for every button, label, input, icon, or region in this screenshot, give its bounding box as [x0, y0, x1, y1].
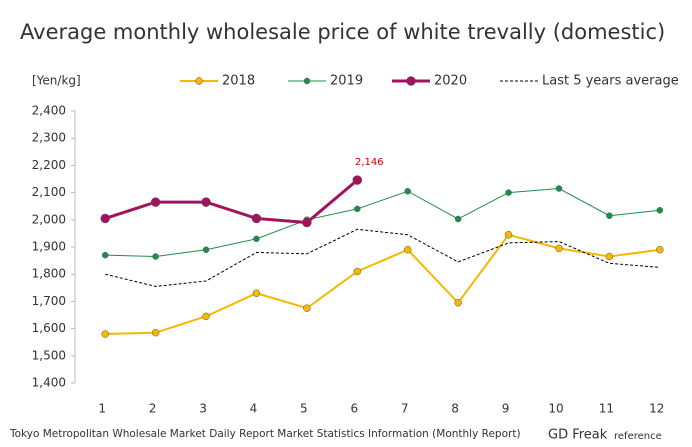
data-point [352, 175, 363, 185]
legend-marker [303, 77, 311, 85]
y-tick-label: 1,400 [32, 376, 66, 390]
data-point [555, 185, 563, 192]
legend-label: Last 5 years average [542, 74, 679, 89]
legend-label: 2019 [330, 74, 363, 89]
data-point [656, 245, 664, 254]
data-point [354, 205, 361, 213]
y-tick-label: 2,200 [32, 158, 66, 172]
y-tick-label: 1,600 [32, 321, 66, 335]
data-point [252, 289, 261, 297]
data-point [606, 212, 613, 219]
data-point [302, 217, 312, 228]
chart-title: Average monthly wholesale price of white… [20, 20, 665, 44]
data-point [303, 304, 311, 312]
legend-marker [406, 76, 416, 86]
data-point [202, 246, 210, 253]
data-point [605, 252, 614, 261]
data-point [202, 312, 210, 321]
data-label: 2,146 [355, 157, 384, 168]
data-point [201, 197, 211, 207]
series-line [105, 228, 660, 287]
series-line [105, 188, 660, 258]
y-tick-label: 1,500 [32, 348, 66, 362]
legend-label: 2018 [222, 74, 255, 89]
y-axis-label: [Yen/kg] [32, 74, 81, 88]
x-tick-label: 11 [599, 402, 614, 416]
legend-marker [195, 77, 203, 85]
data-point [505, 189, 512, 196]
y-tick-label: 1,700 [32, 294, 66, 308]
y-tick-label: 2,300 [32, 131, 66, 145]
y-tick-label: 1,800 [32, 267, 66, 281]
x-tick-label: 3 [199, 402, 207, 416]
x-tick-label: 8 [451, 402, 459, 416]
x-tick-label: 12 [649, 402, 664, 416]
data-point [403, 245, 412, 254]
y-tick-label: 2,100 [32, 185, 66, 199]
data-point [656, 207, 664, 214]
legend-label: 2020 [434, 74, 467, 89]
brand: GD Freak [548, 428, 608, 443]
x-tick-label: 4 [250, 402, 258, 416]
x-tick-label: 5 [300, 402, 308, 416]
x-tick-label: 2 [149, 402, 157, 416]
data-point [151, 328, 160, 337]
y-tick-label: 2,400 [32, 104, 66, 118]
y-tick-label: 1,900 [32, 240, 66, 254]
x-tick-label: 9 [502, 402, 510, 416]
data-point [150, 197, 161, 207]
data-point [404, 187, 411, 195]
data-point [253, 235, 260, 243]
data-point [555, 244, 563, 253]
data-point [251, 213, 262, 224]
data-point [101, 251, 109, 259]
series-line [105, 233, 660, 336]
data-point [454, 299, 462, 307]
y-tick-label: 2,000 [32, 212, 66, 226]
x-tick-label: 7 [401, 402, 409, 416]
data-point [353, 267, 362, 276]
series-line [104, 178, 359, 225]
data-point [100, 213, 110, 224]
source: Tokyo Metropolitan Wholesale Market Dail… [9, 428, 521, 440]
data-point [152, 253, 159, 260]
x-tick-label: 6 [350, 402, 358, 416]
x-tick-label: 1 [98, 402, 106, 416]
data-point [504, 231, 513, 239]
data-point [454, 215, 462, 223]
brand-note: reference [614, 431, 662, 442]
data-point [101, 330, 109, 338]
x-tick-label: 10 [548, 402, 563, 416]
